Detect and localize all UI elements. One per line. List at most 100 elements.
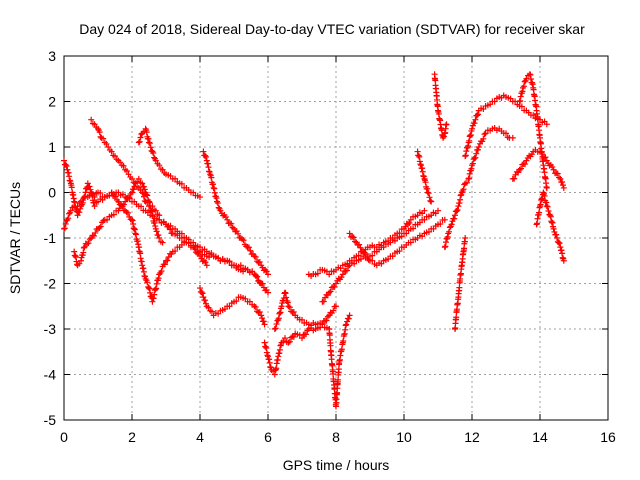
data-point-fill [120, 162, 127, 169]
data-point-fill [320, 298, 327, 305]
data-point [156, 216, 163, 223]
data-point [346, 312, 353, 319]
data-point [224, 216, 231, 223]
series-track-g [156, 216, 265, 287]
data-point [108, 148, 115, 155]
data-point-fill [147, 144, 154, 151]
data-point-fill [357, 244, 364, 251]
data-point-fill [314, 270, 321, 277]
data-point [475, 144, 482, 150]
data-point [61, 225, 67, 232]
data-point [462, 235, 469, 241]
x-axis-label: GPS time / hours [283, 457, 390, 473]
data-point-fill [153, 228, 160, 235]
data-point-fill [100, 217, 107, 224]
x-tick-label: 14 [532, 429, 548, 445]
data-point-fill [286, 304, 293, 311]
data-point [91, 194, 98, 201]
data-point-fill [86, 183, 93, 190]
data-point-fill [165, 253, 172, 260]
data-point [333, 303, 339, 310]
data-point-fill [349, 233, 356, 240]
data-point [139, 180, 146, 187]
x-tick-label: 10 [396, 429, 412, 445]
data-point-fill [215, 204, 222, 211]
data-point-fill [140, 190, 147, 197]
data-point-fill [365, 256, 372, 263]
data-point-fill [130, 186, 137, 193]
data-point [159, 166, 166, 173]
data-point-fill [136, 138, 143, 145]
series-track-w [509, 146, 567, 191]
data-point-fill [252, 253, 259, 260]
x-tick-label: 8 [332, 429, 340, 445]
data-point-fill [343, 267, 350, 274]
x-tick-label: 4 [196, 429, 204, 445]
data-point-fill [144, 279, 151, 286]
data-point-fill [440, 133, 447, 140]
data-point-fill [356, 241, 363, 248]
data-point-fill [235, 230, 242, 237]
series-track-m [305, 207, 428, 279]
data-point-fill [406, 219, 413, 226]
data-point [523, 157, 530, 164]
data-point-fill [152, 286, 159, 293]
data-point-fill [396, 248, 403, 255]
data-point [197, 285, 203, 292]
data-point-fill [68, 184, 75, 191]
data-point-fill [202, 153, 209, 160]
data-point-fill [123, 167, 130, 174]
data-point-fill [437, 220, 444, 227]
data-point [428, 198, 435, 205]
data-point-fill [178, 180, 185, 187]
x-tick-label: 16 [600, 429, 616, 445]
data-point-fill [140, 183, 147, 190]
data-point [149, 298, 156, 305]
data-point [543, 184, 550, 191]
data-point-fill [286, 338, 293, 345]
data-point-fill [481, 131, 488, 138]
y-tick-label: 1 [48, 139, 56, 155]
data-point [265, 289, 271, 296]
y-tick-label: -5 [44, 412, 57, 428]
data-point [129, 189, 135, 196]
data-point-fill [155, 275, 162, 282]
data-point-fill [256, 258, 263, 265]
data-point [149, 203, 156, 210]
data-point-fill [369, 257, 376, 264]
data-point-fill [243, 243, 250, 250]
series-track-l [326, 312, 353, 410]
data-point-fill [453, 207, 460, 214]
data-point [443, 121, 450, 128]
data-point-fill [472, 154, 479, 161]
y-tick-label: 3 [48, 48, 56, 64]
data-point [84, 180, 91, 187]
series-track-b [61, 189, 271, 296]
x-tick-labels: 0 2 4 6 8 10 12 14 16 [60, 429, 616, 445]
data-point [200, 148, 207, 155]
data-point-fill [62, 161, 69, 168]
data-point [142, 275, 149, 282]
data-point-fill [202, 297, 209, 304]
data-point-fill [247, 247, 254, 254]
data-point [503, 130, 509, 137]
data-point-fill [86, 236, 93, 243]
data-point [237, 262, 244, 269]
data-point [441, 216, 448, 223]
data-point-fill [473, 150, 480, 157]
data-point-fill [522, 161, 529, 168]
data-point-fill [545, 207, 552, 214]
data-point-fill [228, 220, 235, 227]
data-point-fill [463, 179, 470, 186]
data-point [214, 198, 220, 205]
data-point-fill [491, 98, 498, 105]
data-point-fill [167, 226, 174, 233]
data-point-fill [290, 308, 297, 315]
series-track-e [135, 125, 203, 201]
data-point-fill [172, 175, 179, 182]
data-point [112, 153, 118, 160]
data-point-fill [90, 232, 97, 239]
data-point-fill [327, 288, 334, 295]
data-point-fill [202, 152, 209, 159]
data-point-fill [126, 194, 133, 201]
